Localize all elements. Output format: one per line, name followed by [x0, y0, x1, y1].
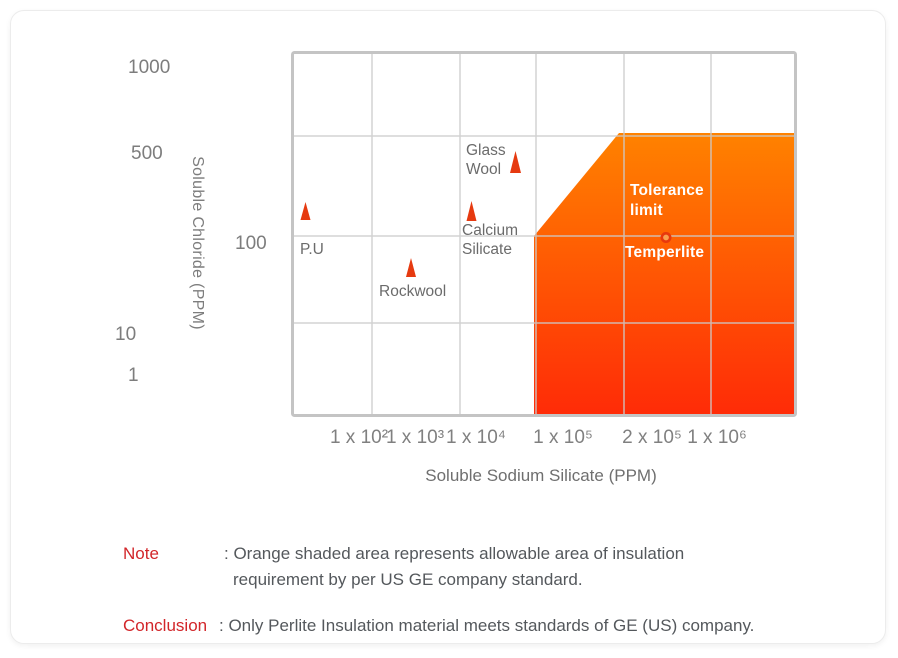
- temperlite-marker-icon: [660, 232, 672, 244]
- calcium-marker-icon: [466, 201, 477, 221]
- xtick-1e2: 1 x 10²: [329, 427, 389, 448]
- gridlines: [293, 53, 795, 415]
- glass-wool-label: Glass Wool: [466, 142, 506, 178]
- ytick-1: 1: [128, 365, 139, 386]
- pu-label: P.U: [300, 241, 324, 258]
- ytick-1000: 1000: [128, 57, 171, 78]
- conclusion-row: Conclusion : Only Perlite Insulation mat…: [123, 613, 754, 639]
- plot-border: [291, 51, 797, 417]
- ytick-500: 500: [131, 143, 163, 164]
- pu-marker-icon: [300, 202, 311, 220]
- y-axis-title: Soluble Chloride (PPM): [189, 156, 206, 330]
- note-row: Note : Orange shaded area represents all…: [123, 541, 754, 593]
- note-label: Note: [123, 544, 159, 563]
- xtick-1e4: 1 x 10⁴: [446, 427, 506, 448]
- temperlite-label: Temperlite: [625, 244, 705, 261]
- chart-card: 1000 500 100 10 1 Soluble Chloride (PPM): [10, 10, 886, 644]
- material-markers: [300, 151, 521, 277]
- ytick-10: 10: [115, 324, 137, 345]
- tolerance-area: [534, 133, 794, 415]
- xtick-1e6: 1 x 10⁶: [687, 427, 747, 448]
- notes-section: Note : Orange shaded area represents all…: [123, 541, 754, 639]
- glasswool-marker-icon: [510, 151, 521, 173]
- xtick-1e3: 1 x 10³: [385, 427, 445, 448]
- ytick-100: 100: [235, 233, 267, 254]
- xtick-1e5: 1 x 10⁵: [533, 427, 593, 448]
- rockwool-marker-icon: [406, 258, 416, 277]
- calcium-silicate-label: Calcium Silicate: [462, 222, 518, 258]
- x-axis-title: Soluble Sodium Silicate (PPM): [425, 466, 657, 485]
- tolerance-limit-label: Tolerance limit: [630, 182, 704, 219]
- plot-canvas: [291, 51, 797, 417]
- conclusion-text: : Only Perlite Insulation material meets…: [219, 616, 755, 635]
- plot-area: P.U Rockwool Calcium Silicate Glass Wool…: [291, 51, 797, 417]
- note-text: : Orange shaded area represents allowabl…: [224, 544, 685, 589]
- rockwool-label: Rockwool: [379, 283, 447, 300]
- conclusion-label: Conclusion: [123, 616, 208, 635]
- xtick-2e5: 2 x 10⁵: [622, 427, 682, 448]
